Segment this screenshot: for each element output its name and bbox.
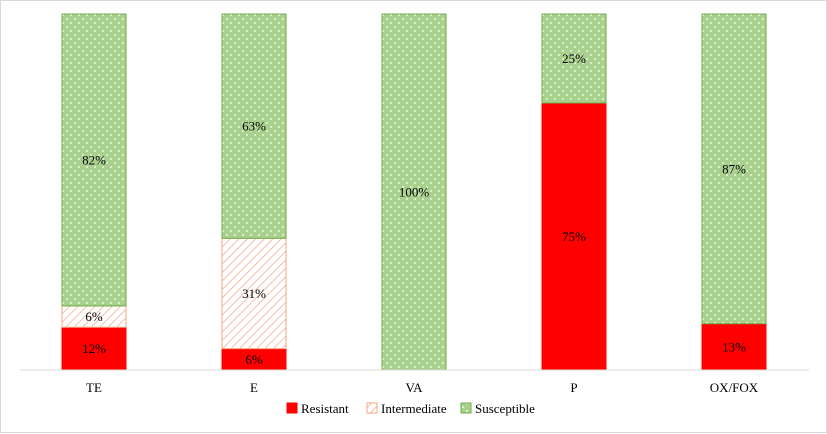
data-label-ox-fox-susceptible: 87% [722,161,746,176]
bar-p-susceptible [541,13,607,104]
bar-ox-fox-susceptible [701,13,767,325]
x-tick-label-e: E [250,380,258,395]
x-tick-label-te: TE [86,380,102,395]
data-label-te-resistant: 12% [82,341,106,356]
data-label-p-susceptible: 25% [562,51,586,66]
x-tick-labels: TE E VA P OX/FOX [86,380,759,395]
data-label-ox-fox-resistant: 13% [722,339,746,354]
bar-e-intermediate [221,237,287,350]
bar-p-resistant [541,102,607,371]
x-tick-label-p: P [570,380,577,395]
legend-swatch-resistant [286,402,298,414]
bar-va-susceptible [381,13,447,371]
legend-label-resistant: Resistant [301,401,349,416]
bars-group: 12% 6% 82% 6% 31% 63% 100% 75% 25% 13% 87% [61,13,767,371]
data-label-e-intermediate: 31% [242,286,266,301]
legend-swatch-susceptible [460,402,472,414]
bar-ox-fox-resistant [701,323,767,371]
data-label-te-susceptible: 82% [82,152,106,167]
legend-label-intermediate: Intermediate [381,401,447,416]
bar-te-susceptible [61,13,127,307]
legend: Resistant Intermediate Susceptible [286,401,535,416]
legend-label-susceptible: Susceptible [475,401,535,416]
bar-e-susceptible [221,13,287,239]
data-label-p-resistant: 75% [562,229,586,244]
data-label-va-susceptible: 100% [399,185,430,200]
x-tick-label-va: VA [405,380,423,395]
x-tick-label-ox-fox: OX/FOX [710,380,759,395]
legend-swatch-intermediate [366,402,378,414]
bar-te-resistant [61,326,127,371]
data-label-e-susceptible: 63% [242,119,266,134]
data-label-e-resistant: 6% [245,352,263,367]
data-label-te-intermediate: 6% [85,309,103,324]
